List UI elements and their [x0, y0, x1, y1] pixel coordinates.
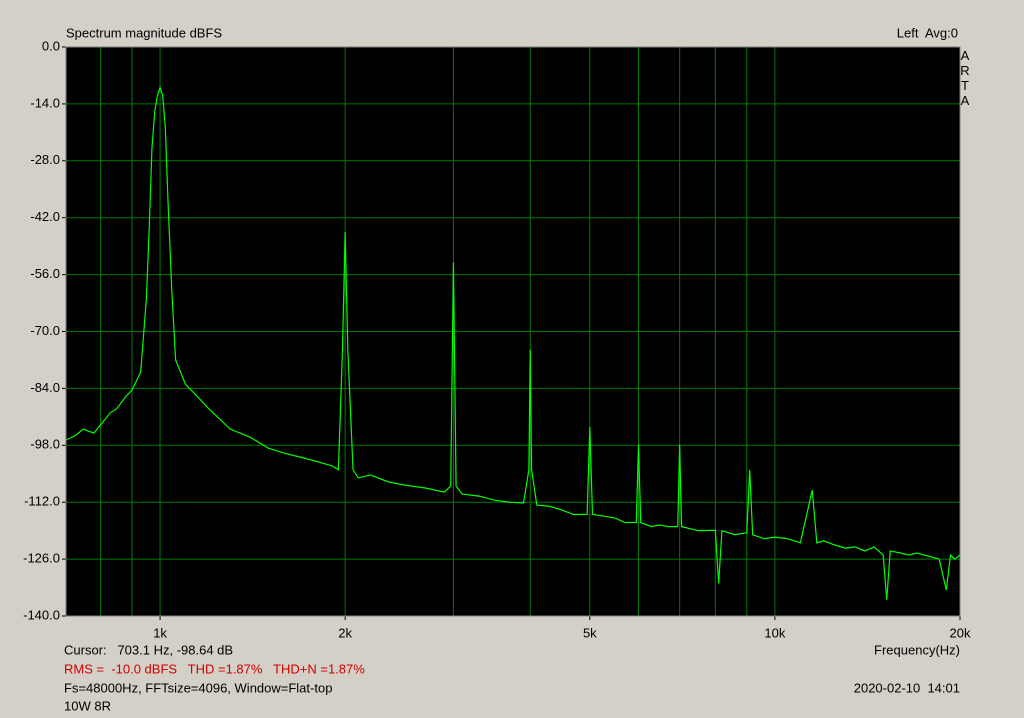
x-tick-label: 10k — [764, 625, 785, 640]
y-tick-label: -112.0 — [24, 494, 60, 509]
x-tick-label: 1k — [153, 625, 167, 640]
y-tick-label: -98.0 — [30, 437, 60, 452]
plot-border — [65, 46, 961, 617]
settings: Fs=48000Hz, FFTsize=4096, Window=Flat-to… — [64, 680, 332, 695]
chart-title: Spectrum magnitude dBFS — [66, 25, 222, 40]
x-tick-label: 20k — [950, 625, 971, 640]
y-tick-label: -140.0 — [23, 607, 60, 622]
measurements: RMS = -10.0 dBFS THD =1.87% THD+N =1.87% — [64, 661, 365, 676]
x-tick-label: 2k — [338, 625, 352, 640]
y-tick-label: -28.0 — [30, 152, 60, 167]
y-tick-label: -56.0 — [30, 266, 60, 281]
y-tick-label: -126.0 — [23, 551, 60, 566]
y-tick-label: -84.0 — [30, 380, 60, 395]
x-axis-label: Frequency(Hz) — [874, 642, 960, 657]
y-tick-label: 0.0 — [42, 38, 60, 53]
brand: ARTA — [958, 48, 973, 108]
timestamp: 2020-02-10 14:01 — [854, 680, 960, 695]
channel-info: Left Avg:0 — [897, 25, 958, 40]
note: 10W 8R — [64, 698, 111, 713]
spectrum-line — [65, 85, 961, 600]
y-tick-label: -42.0 — [30, 209, 60, 224]
y-tick-label: -70.0 — [30, 323, 60, 338]
x-tick-label: 5k — [583, 625, 597, 640]
y-tick-label: -14.0 — [30, 95, 60, 110]
cursor-readout: Cursor: 703.1 Hz, -98.64 dB — [64, 642, 233, 657]
